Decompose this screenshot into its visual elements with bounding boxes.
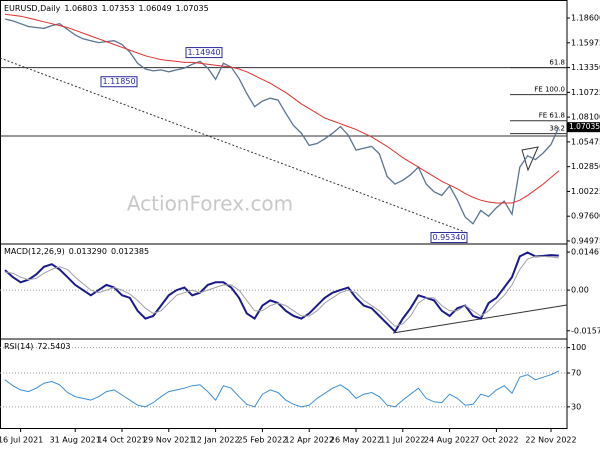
x-tick-label: 22 Nov 2022: [525, 436, 576, 445]
y-tick-label: 100: [571, 343, 586, 352]
header-value: 1.06049: [139, 4, 172, 13]
y-tick-label: 70: [571, 369, 581, 378]
x-tick-label: 24 Aug 2022: [424, 436, 475, 445]
price-mark-box: [430, 232, 468, 244]
series-line: [4, 13, 560, 204]
header-value: 0.012385: [111, 247, 149, 256]
x-tick-label: 31 Aug 2021: [50, 436, 101, 445]
header-value: 1.07353: [101, 4, 134, 13]
price-mark-label: 0.95340: [432, 233, 465, 242]
y-tick-label: 1.00225: [571, 187, 600, 196]
watermark: ActionForex.com: [127, 192, 293, 216]
y-tick-label: 0.00: [571, 286, 589, 295]
x-tick-label: 29 Nov 2021: [143, 436, 194, 445]
current-price-label: 1.07035: [569, 122, 600, 131]
price-mark-box: [185, 47, 223, 59]
header-value: 0.013290: [69, 247, 107, 256]
header-text: EURUSD,Daily: [4, 4, 61, 13]
x-tick-label: 26 May 2022: [330, 436, 382, 445]
triangle-pattern: [521, 146, 539, 172]
price-mark-label: 1.11850: [102, 77, 135, 86]
series-line: [4, 251, 559, 334]
current-price-box: [567, 122, 600, 133]
x-tick-label: 25 Feb 2022: [238, 436, 288, 445]
header-text: MACD(12,26,9): [4, 247, 65, 256]
y-tick-label: 1.08100: [571, 113, 600, 122]
fib-label: 38.2: [549, 125, 565, 133]
fib-label: 61.8: [549, 59, 565, 67]
fib-label: FE 61.8: [539, 112, 565, 120]
panel-title: MACD(12,26,9) 0.013290 0.012385: [4, 247, 149, 256]
y-tick-label: 30: [571, 402, 581, 411]
fib-label: FE 100.0: [534, 86, 565, 94]
x-tick-label: 12 Jan 2022: [192, 436, 240, 445]
series-line: [4, 18, 560, 225]
trendline: [0, 57, 466, 233]
header-value: 72.5403: [37, 342, 70, 351]
y-tick-label: 0.014672: [571, 248, 600, 257]
y-tick-label: -0.015718: [571, 326, 600, 335]
x-tick-label: 12 Apr 2022: [284, 436, 333, 445]
price-mark-box: [100, 76, 138, 88]
y-tick-label: 1.15975: [571, 38, 600, 47]
x-tick-label: 14 Oct 2021: [97, 436, 146, 445]
y-tick-label: 1.02850: [571, 162, 600, 171]
y-tick-label: 1.13350: [571, 63, 600, 72]
series-line: [4, 370, 560, 408]
y-tick-label: 1.05475: [571, 137, 600, 146]
header-text: RSI(14): [4, 342, 33, 351]
y-tick-label: 0.94975: [571, 236, 600, 245]
panel-title: RSI(14) 72.5403: [4, 342, 71, 351]
header-value: 1.07035: [176, 4, 209, 13]
panel-title: EURUSD,Daily 1.06803 1.07353 1.06049 1.07035: [4, 4, 209, 13]
price-mark-label: 1.14940: [187, 48, 220, 57]
x-tick-label: 11 Jul 2022: [380, 436, 425, 445]
series-line: [4, 255, 559, 327]
y-tick-label: 1.10725: [571, 88, 600, 97]
x-tick-label: 16 Jul 2021: [0, 436, 43, 445]
header-value: 1.06803: [64, 4, 97, 13]
y-tick-label: 1.18600: [571, 14, 600, 23]
x-tick-label: 7 Oct 2022: [474, 436, 518, 445]
